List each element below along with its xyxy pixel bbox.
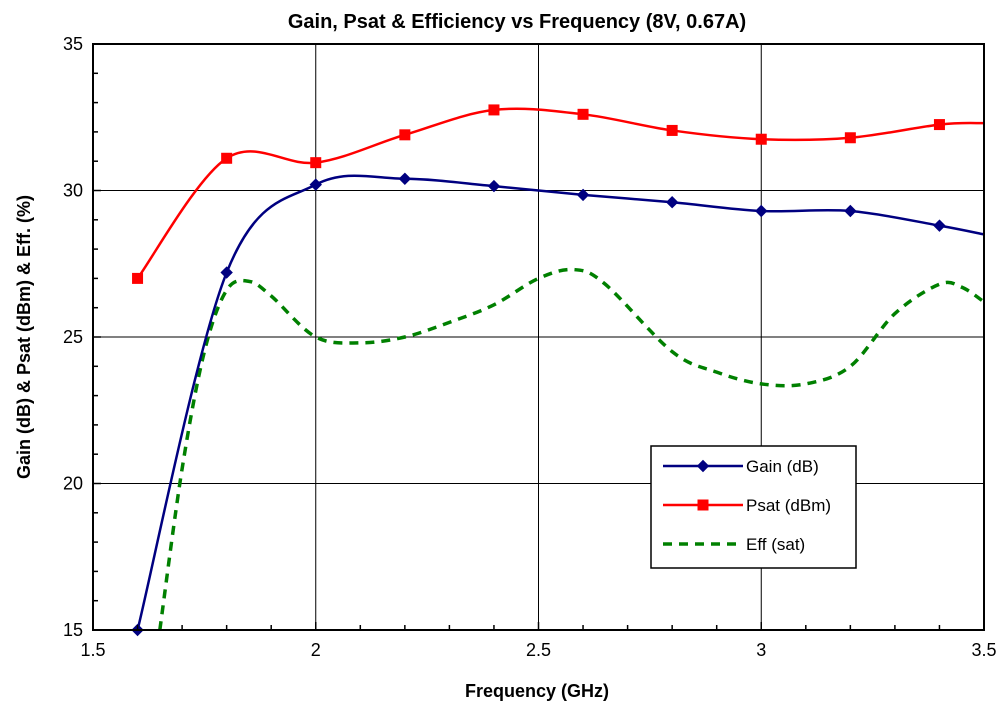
y-tick-label: 25 bbox=[63, 327, 83, 347]
x-tick-label: 3.5 bbox=[971, 640, 996, 660]
series-line bbox=[136, 107, 985, 280]
legend-label: Psat (dBm) bbox=[746, 496, 831, 515]
x-tick-label: 2 bbox=[311, 640, 321, 660]
series-psat-dbm bbox=[132, 104, 985, 284]
data-point bbox=[487, 179, 501, 193]
data-point bbox=[220, 266, 233, 279]
data-point bbox=[844, 204, 857, 218]
data-point bbox=[221, 152, 233, 164]
data-point bbox=[577, 108, 589, 120]
data-point bbox=[399, 129, 411, 141]
data-point bbox=[665, 196, 679, 209]
series-line bbox=[158, 267, 985, 631]
data-point bbox=[666, 124, 678, 136]
legend-marker bbox=[697, 499, 709, 511]
legend-label: Gain (dB) bbox=[746, 457, 819, 476]
chart-title: Gain, Psat & Efficiency vs Frequency (8V… bbox=[288, 11, 746, 33]
data-point bbox=[398, 172, 412, 185]
legend: Gain (dB) Psat (dBm) Eff (sat) bbox=[650, 445, 857, 569]
y-axis-label: Gain (dB) & Psat (dBm) & Eff. (%) bbox=[14, 195, 34, 479]
x-tick-label: 2.5 bbox=[526, 640, 551, 660]
series-layer bbox=[131, 104, 985, 637]
x-tick-label: 3 bbox=[756, 640, 766, 660]
y-tick-label: 20 bbox=[63, 474, 83, 494]
data-point bbox=[933, 119, 945, 131]
y-tick-label: 35 bbox=[63, 34, 83, 54]
data-point bbox=[844, 132, 856, 144]
data-point bbox=[309, 178, 322, 191]
x-axis-label: Frequency (GHz) bbox=[465, 681, 609, 701]
tick-marks bbox=[92, 43, 985, 631]
tick-labels: 1.5 2 2.5 3 3.5 15 20 25 30 35 bbox=[63, 34, 997, 660]
series-eff-sat bbox=[158, 267, 985, 631]
x-tick-label: 1.5 bbox=[80, 640, 105, 660]
data-point bbox=[132, 272, 144, 284]
data-point bbox=[310, 157, 322, 169]
data-point bbox=[755, 204, 768, 218]
data-point bbox=[933, 219, 946, 232]
data-point bbox=[576, 188, 590, 202]
legend-marker bbox=[696, 459, 710, 473]
series-gain-db bbox=[131, 172, 985, 637]
legend-label: Eff (sat) bbox=[746, 535, 805, 554]
series-line bbox=[136, 174, 985, 631]
y-tick-label: 15 bbox=[63, 620, 83, 640]
data-point bbox=[488, 104, 500, 116]
data-point bbox=[755, 133, 767, 145]
y-tick-label: 30 bbox=[63, 181, 83, 201]
